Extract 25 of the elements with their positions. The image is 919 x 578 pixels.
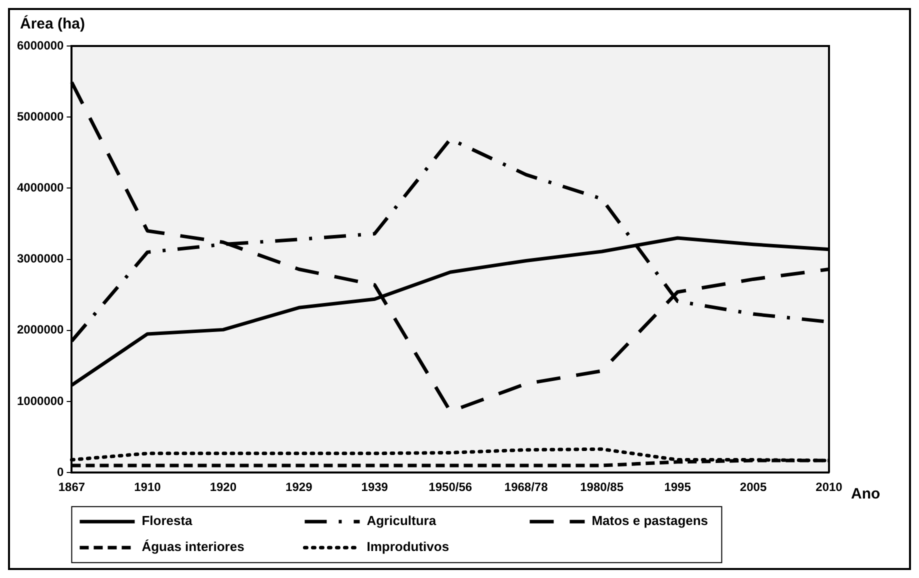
- y-axis-title: Área (ha): [20, 14, 86, 33]
- x-tick-label: 1950/56: [428, 480, 472, 494]
- x-tick-label: 1920: [210, 480, 237, 494]
- y-tick-label: 4000000: [17, 180, 64, 195]
- legend-label: Matos e pastagens: [592, 513, 708, 528]
- y-tick-label: 6000000: [17, 38, 64, 52]
- legend-label: Floresta: [142, 513, 194, 528]
- x-axis-title: Ano: [851, 486, 880, 503]
- y-tick-label: 3000000: [17, 252, 64, 266]
- x-tick-label: 1939: [361, 480, 388, 494]
- y-tick-label: 2000000: [17, 322, 64, 337]
- legend-label: Agricultura: [366, 513, 437, 528]
- y-tick-label: 1000000: [17, 394, 64, 408]
- x-tick-label: 2005: [740, 480, 767, 494]
- x-tick-label: 2010: [816, 480, 843, 494]
- x-tick-label: 1980/85: [580, 480, 624, 494]
- y-tick-label: 5000000: [17, 109, 64, 124]
- legend-label: Improdutivos: [366, 539, 450, 554]
- x-tick-label: 1929: [286, 480, 313, 494]
- x-tick-label: 1867: [58, 480, 86, 494]
- x-tick-label: 1910: [134, 480, 162, 494]
- x-tick-label: 1995: [664, 480, 692, 494]
- legend-label: Águas interiores: [142, 539, 244, 554]
- y-tick-label: 0: [57, 464, 64, 479]
- x-tick-label: 1968/78: [504, 480, 548, 494]
